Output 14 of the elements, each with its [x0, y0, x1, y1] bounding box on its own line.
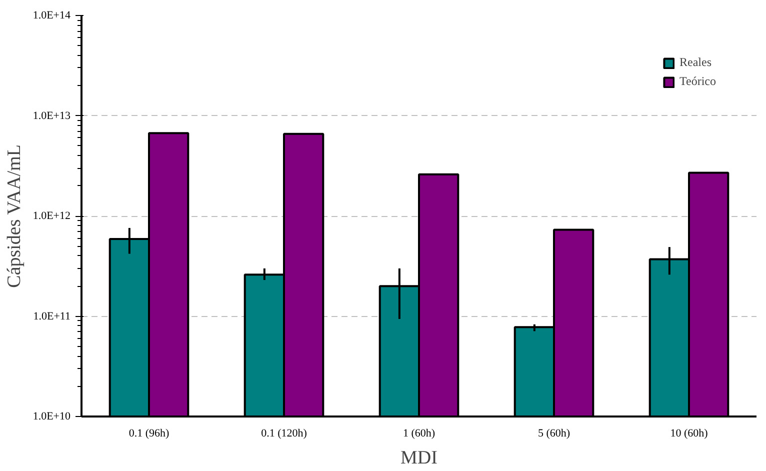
y-tick-label: 1.0E+11 — [33, 310, 70, 322]
x-tick-label: 0.1 (96h) — [128, 428, 170, 440]
legend-label: Teórico — [680, 74, 716, 89]
y-tick-label: 1.0E+12 — [32, 210, 71, 222]
x-tick-label: 5 (60h) — [538, 428, 570, 440]
y-tick-label: 1.0E+10 — [32, 410, 71, 422]
x-tick-label: 1 (60h) — [402, 428, 436, 440]
legend-label: Reales — [680, 55, 712, 70]
y-axis-title: Cápsides VAA/mL — [4, 144, 25, 288]
x-axis-title: MDI — [400, 448, 438, 468]
x-tick-label: 10 (60h) — [670, 428, 708, 440]
x-tick-label: 0.1 (120h) — [261, 428, 308, 440]
y-tick-label: 1.0E+14 — [32, 10, 71, 22]
y-tick-label: 1.0E+13 — [32, 110, 71, 122]
